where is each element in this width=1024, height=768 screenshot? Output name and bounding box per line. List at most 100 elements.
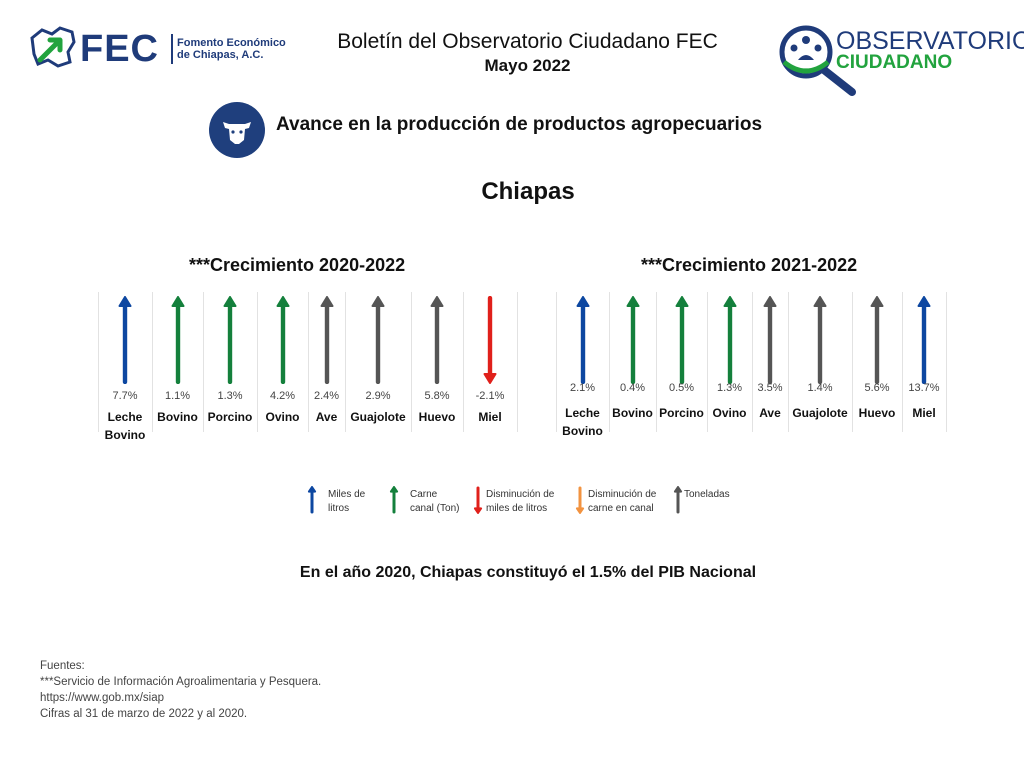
product-label-line1: Bovino bbox=[157, 410, 198, 424]
arrow-up-icon bbox=[171, 296, 184, 385]
chart-title-2021-2022: ***Crecimiento 2021-2022 bbox=[641, 255, 858, 275]
trend-arrow bbox=[720, 296, 740, 389]
product-label-line1: Ave bbox=[315, 410, 338, 424]
arrow-up-icon bbox=[389, 486, 399, 514]
growth-item-porcino: 1.3% Porcino bbox=[203, 292, 257, 432]
product-label: Bovino bbox=[609, 404, 656, 422]
ciudadano-logo-text: CIUDADANO bbox=[836, 52, 953, 73]
legend-text-line1: Carne bbox=[410, 489, 438, 500]
arrow-up-icon bbox=[673, 486, 683, 514]
fec-logo-divider bbox=[171, 34, 173, 64]
column-divider bbox=[345, 292, 346, 432]
arrow-up-icon bbox=[626, 296, 639, 385]
product-label: Miel bbox=[463, 408, 517, 426]
growth-value: 5.8% bbox=[424, 390, 450, 402]
column-divider bbox=[98, 292, 99, 432]
arrow-up-icon bbox=[675, 296, 688, 385]
column-divider bbox=[656, 292, 657, 432]
category-badge bbox=[209, 102, 265, 158]
fec-logo bbox=[28, 24, 78, 70]
product-label-line1: Guajolote bbox=[792, 406, 848, 420]
trend-arrow bbox=[810, 296, 830, 389]
growth-value: 1.1% bbox=[164, 390, 191, 402]
growth-value: -2.1% bbox=[475, 390, 505, 402]
arrow-up-icon bbox=[917, 296, 931, 385]
growth-item-ovino: 4.2% Ovino bbox=[257, 292, 308, 432]
fec-logo-sub-line2: de Chiapas, A.C. bbox=[177, 49, 264, 61]
growth-item-miel: -2.1% Miel bbox=[463, 292, 517, 432]
arrow-up-icon bbox=[430, 296, 444, 385]
column-divider bbox=[257, 292, 258, 432]
legend-text-line1: Toneladas bbox=[684, 489, 730, 500]
legend-text-line1: Disminución de bbox=[486, 489, 555, 500]
column-divider bbox=[609, 292, 610, 432]
trend-arrow bbox=[427, 296, 447, 389]
arrow-up-icon bbox=[813, 296, 827, 385]
growth-value: 5.6% bbox=[864, 382, 890, 394]
arrow-up-icon bbox=[723, 296, 736, 385]
arrow-up-icon bbox=[870, 296, 884, 385]
product-label: Porcino bbox=[656, 404, 707, 422]
bulletin-month: Mayo 2022 bbox=[484, 56, 571, 75]
trend-arrow bbox=[273, 296, 293, 389]
growth-value: 1.3% bbox=[716, 382, 743, 394]
arrow-up-icon bbox=[763, 296, 777, 385]
product-label: Ave bbox=[752, 404, 788, 422]
growth-item-huevo: 5.8% Huevo bbox=[411, 292, 463, 432]
fec-logo-sub-line1: Fomento Económico bbox=[177, 37, 286, 49]
arrow-down-icon bbox=[483, 295, 497, 384]
fec-logo-text: FEC bbox=[80, 28, 159, 70]
growth-item-huevo: 5.6% Huevo bbox=[852, 292, 902, 432]
column-divider bbox=[752, 292, 753, 432]
product-label: Huevo bbox=[852, 404, 902, 422]
product-label-line1: Ovino bbox=[265, 410, 300, 424]
product-label: Ave bbox=[308, 408, 345, 426]
arrow-down-icon bbox=[473, 486, 483, 514]
legend-text-line2: canal (Ton) bbox=[410, 503, 460, 514]
product-label-line1: Guajolote bbox=[350, 410, 406, 424]
product-label: Bovino bbox=[152, 408, 203, 426]
category-title: Avance en la producción de productos agr… bbox=[276, 114, 763, 135]
legend-arrow bbox=[306, 486, 318, 519]
column-divider bbox=[308, 292, 309, 432]
bulletin-title: Boletín del Observatorio Ciudadano FEC bbox=[337, 30, 718, 53]
growth-table-2021-2022: 2.1% Leche Bovino 0.4% Bovino 0.5% Porcino 1.3%… bbox=[556, 292, 948, 442]
growth-value: 13.7% bbox=[908, 382, 940, 394]
product-label: Huevo bbox=[411, 408, 463, 426]
arrow-up-icon bbox=[118, 296, 132, 385]
growth-item-bovino: 1.1% Bovino bbox=[152, 292, 203, 432]
growth-value: 7.7% bbox=[112, 390, 138, 402]
column-divider bbox=[517, 292, 518, 432]
arrow-up-icon bbox=[307, 486, 317, 514]
magnifier-people-icon bbox=[779, 25, 856, 96]
legend-arrow bbox=[672, 486, 684, 519]
growth-item-leche: 2.1% Leche Bovino bbox=[556, 292, 609, 438]
growth-value: 2.1% bbox=[569, 382, 596, 394]
trend-arrow bbox=[368, 296, 388, 389]
column-divider bbox=[463, 292, 464, 432]
trend-arrow bbox=[220, 296, 240, 389]
product-label-line1: Porcino bbox=[207, 410, 253, 424]
sources-heading: Fuentes: bbox=[40, 660, 85, 672]
column-divider bbox=[152, 292, 153, 432]
product-label-line1: Ovino bbox=[712, 406, 747, 420]
legend-text-line2: litros bbox=[328, 503, 350, 514]
trend-arrow bbox=[115, 296, 135, 389]
gdp-summary: En el año 2020, Chiapas constituyó el 1.… bbox=[299, 564, 757, 581]
growth-value: 2.4% bbox=[313, 390, 340, 402]
chiapas-map-icon bbox=[30, 26, 76, 68]
legend-text-line2: carne en canal bbox=[588, 503, 654, 514]
product-label: Ovino bbox=[707, 404, 752, 422]
sources-date: Cifras al 31 de marzo de 2022 y al 2020. bbox=[40, 708, 248, 720]
product-label-line1: Porcino bbox=[659, 406, 704, 420]
arrow-up-icon bbox=[276, 296, 289, 385]
product-label: Miel bbox=[902, 404, 946, 422]
legend-text-line2: miles de litros bbox=[486, 503, 548, 514]
growth-table-2020-2022: 7.7% Leche Bovino 1.1% Bovino 1.3% Porcino 4.2%… bbox=[98, 292, 518, 442]
growth-item-ave: 2.4% Ave bbox=[308, 292, 345, 432]
arrow-up-icon bbox=[223, 296, 237, 385]
product-label-line1: Leche bbox=[107, 410, 143, 424]
product-label: Leche Bovino bbox=[98, 408, 152, 444]
fec-logo-subtitle: Fomento Económico de Chiapas, A.C. bbox=[177, 37, 286, 61]
column-divider bbox=[411, 292, 412, 432]
